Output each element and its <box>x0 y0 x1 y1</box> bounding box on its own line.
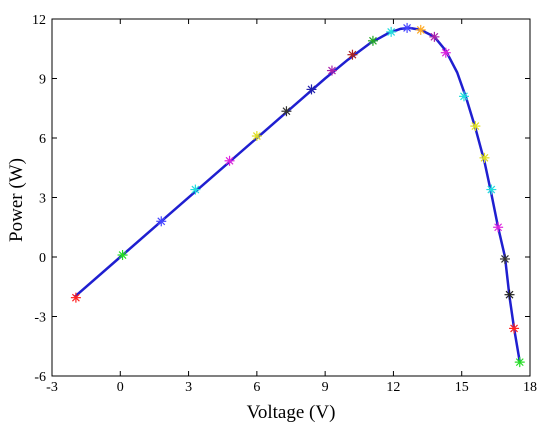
y-axis-label: Power (W) <box>6 158 27 242</box>
data-point-marker <box>190 184 201 195</box>
x-tick-label: 12 <box>386 380 400 395</box>
data-point-marker <box>429 31 440 42</box>
x-axis-label: Voltage (V) <box>247 402 336 423</box>
data-point-marker <box>415 24 426 35</box>
x-tick-label: 0 <box>117 380 124 395</box>
data-point-marker <box>367 35 378 46</box>
data-point-marker <box>514 357 525 368</box>
data-point-marker <box>70 292 81 303</box>
data-point-marker <box>479 152 490 163</box>
data-point-marker <box>251 131 262 142</box>
data-point-marker <box>224 155 235 166</box>
y-tick-label: 9 <box>39 73 46 88</box>
x-tick-label: -3 <box>46 380 58 395</box>
data-point-marker <box>326 65 337 76</box>
axis-ticks <box>51 18 531 377</box>
y-tick-label: -3 <box>34 311 46 326</box>
y-tick-label: 0 <box>39 251 46 266</box>
series-layer <box>73 26 522 363</box>
plot-area-frame <box>51 18 531 377</box>
y-tick-label: 12 <box>32 13 46 28</box>
x-tick-label: 6 <box>253 380 260 395</box>
marker-layer <box>70 22 525 368</box>
x-tick-label: 15 <box>455 380 469 395</box>
data-point-marker <box>486 184 497 195</box>
data-point-marker <box>117 250 128 261</box>
data-point-marker <box>386 26 397 37</box>
y-tick-label: 6 <box>39 132 46 147</box>
x-tick-label: 3 <box>185 380 192 395</box>
data-point-marker <box>156 216 167 227</box>
data-point-marker <box>306 84 317 95</box>
data-point-marker <box>470 121 481 132</box>
data-point-marker <box>504 289 515 300</box>
data-point-marker <box>499 253 510 264</box>
data-point-marker <box>347 49 358 60</box>
data-point-marker <box>281 106 292 117</box>
data-point-marker <box>493 222 504 233</box>
data-point-marker <box>458 91 469 102</box>
data-point-marker <box>440 47 451 58</box>
data-point-marker <box>402 22 413 33</box>
y-tick-label: -6 <box>34 370 46 385</box>
y-tick-label: 3 <box>39 192 46 207</box>
data-point-marker <box>509 323 520 334</box>
x-tick-label: 18 <box>523 380 537 395</box>
x-tick-label: 9 <box>322 380 329 395</box>
power-curve-line <box>73 26 522 363</box>
